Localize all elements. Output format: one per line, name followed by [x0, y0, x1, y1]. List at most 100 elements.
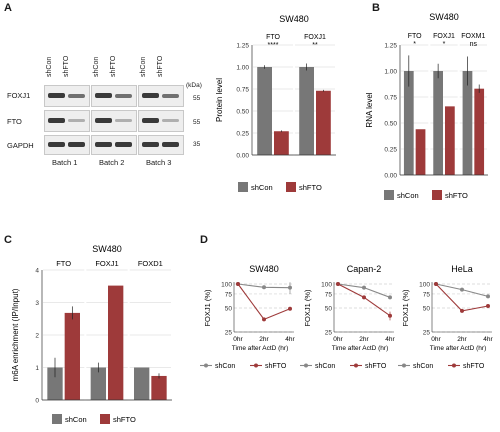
y-axis-label: Protein level [215, 78, 224, 122]
chart-d-capan2: Capan-2 25 50 75 100 0hr 2hr 4hr Time after ActD… [300, 264, 396, 370]
bar-shCon [403, 71, 414, 175]
x-axis-label: Time after ActD (hr) [430, 345, 486, 352]
chart-title: SW480 [279, 14, 309, 24]
y-tick-label: 0.50 [384, 121, 397, 128]
series-line-shFTO [237, 283, 291, 321]
y-tick-label: 0.00 [384, 173, 397, 180]
y-tick-label: 4 [35, 268, 39, 275]
chart-title: SW480 [92, 244, 122, 254]
y-tick-label: 1 [35, 365, 39, 372]
x-tick-label: 0hr [431, 336, 441, 343]
legend-label: shFTO [463, 363, 485, 370]
y-tick-label: 50 [225, 306, 233, 313]
facet-label: FTO [408, 33, 422, 40]
y-tick-label: 0.75 [384, 95, 397, 102]
significance-label: * [443, 41, 446, 48]
lane-label: shFTO [157, 55, 164, 77]
chart-d-sw480: SW480 25 50 75 100 0hr 2hr 4hr Time after ActD (… [200, 264, 296, 370]
lane-label: shFTO [63, 55, 70, 77]
legend-marker-shFTO [254, 363, 258, 368]
data-point-shFTO [288, 306, 292, 311]
y-tick-label: 100 [419, 282, 430, 289]
x-tick-label: 4hr [483, 336, 493, 343]
y-tick-label: 0.25 [384, 147, 397, 154]
legend-label: shFTO [299, 183, 322, 192]
facet-label: FOXJ1 [304, 34, 326, 41]
blot-box [91, 135, 137, 155]
data-point-shFTO [434, 282, 438, 286]
kda-mark: 35 [193, 141, 201, 148]
legend-label: shCon [251, 183, 273, 192]
lane-label: shCon [93, 56, 100, 77]
legend-label: shFTO [365, 363, 387, 370]
legend-swatch-shFTO [286, 182, 296, 192]
blot-row-label: FOXJ1 [7, 91, 31, 100]
chart-title: HeLa [451, 264, 473, 274]
y-axis-label: m6A enrichment (IP/Input) [11, 288, 20, 381]
data-point-shCon [460, 287, 464, 292]
bar-shFTO [316, 90, 331, 155]
chart-d-hela: HeLa 25 50 75 100 0hr 2hr 4hr Time after ActD (h… [398, 264, 494, 370]
significance-label: **** [268, 42, 279, 49]
x-tick-label: 0hr [233, 336, 243, 343]
kda-mark: 55 [193, 95, 201, 102]
x-tick-label: 2hr [259, 336, 269, 343]
significance-label: * [413, 41, 416, 48]
data-point-shFTO [460, 308, 464, 313]
y-tick-label: 1.25 [236, 43, 249, 50]
bar-shCon [257, 67, 272, 155]
y-tick-label: 75 [325, 291, 333, 298]
y-tick-label: 50 [423, 306, 431, 313]
x-axis-label: Time after ActD (hr) [332, 345, 388, 352]
data-point-shCon [486, 294, 490, 299]
y-tick-label: 100 [221, 282, 232, 289]
y-tick-label: 1.25 [384, 43, 397, 50]
y-axis-label: RNA level [365, 92, 374, 127]
blot-row-label: FTO [7, 117, 22, 126]
blot-box [138, 110, 184, 132]
legend-swatch-shCon [238, 182, 248, 192]
y-tick-label: 2 [35, 333, 39, 340]
blot-row-label: GAPDH [7, 141, 34, 150]
y-tick-label: 3 [35, 300, 39, 307]
chart-c-m6a-enrichment: SW480 0 1 2 3 4 FTO FOXJ1 FOXD1 m6A enrichment (I… [11, 244, 172, 424]
y-tick-label: 1.00 [236, 65, 249, 72]
chart-b-rna-level: SW4800.000.250.500.751.001.25FTO*FOXJ1*F… [365, 12, 488, 200]
x-tick-label: 0hr [333, 336, 343, 343]
panel-letter-d: D [200, 234, 208, 246]
legend-label: shFTO [445, 191, 468, 200]
y-tick-label: 0.75 [236, 87, 249, 94]
y-axis-label: FOXJ1 (%) [401, 289, 410, 327]
chart-title: Capan-2 [347, 264, 382, 274]
legend-swatch-shFTO [432, 190, 442, 200]
chart-title: SW480 [249, 264, 279, 274]
bar-shCon [47, 367, 63, 400]
bar-shFTO [445, 106, 455, 175]
x-tick-label: 4hr [385, 336, 395, 343]
y-tick-label: 25 [423, 330, 431, 337]
data-point-shFTO [262, 317, 266, 322]
legend-label: shCon [397, 191, 419, 200]
blot-box [91, 85, 137, 107]
legend-swatch-shCon [384, 190, 394, 200]
x-axis-label: Time after ActD (hr) [232, 345, 288, 352]
data-point-shCon [262, 285, 266, 290]
kda-mark: 55 [193, 119, 201, 126]
bar-shFTO [415, 129, 426, 175]
y-axis-label: FOXJ1 (%) [303, 289, 312, 327]
facet-label: FOXJ1 [95, 259, 118, 268]
bar-shCon [462, 71, 473, 175]
x-tick-label: 2hr [457, 336, 467, 343]
legend-label: shFTO [113, 415, 136, 424]
y-tick-label: 100 [321, 282, 332, 289]
facet-label: FOXM1 [461, 33, 485, 40]
data-point-shCon [288, 285, 292, 290]
panel-letter-b: B [372, 2, 380, 14]
bar-shFTO [108, 285, 124, 400]
y-tick-label: 0 [35, 398, 39, 405]
legend-label: shCon [215, 363, 235, 370]
legend-marker-shCon [402, 363, 406, 368]
bar-shFTO [274, 131, 289, 155]
lane-label: shCon [140, 56, 147, 77]
data-point-shFTO [236, 282, 240, 286]
